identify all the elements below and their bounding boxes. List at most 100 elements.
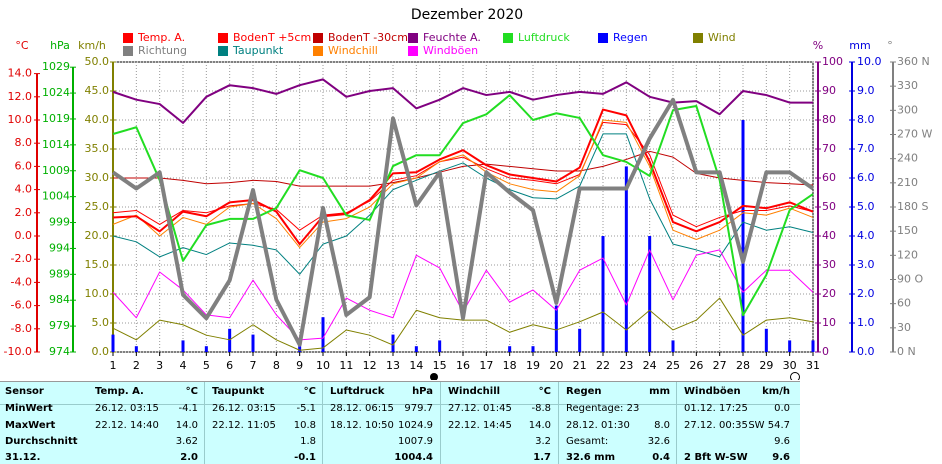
axis-unit: km/h	[78, 39, 106, 52]
x-tick-label: 14	[409, 359, 423, 372]
rain-bar	[578, 328, 582, 352]
y-tick-label: 5.0	[857, 200, 875, 213]
y-tick-label: 8.0	[857, 113, 875, 126]
axis-unit: mm	[849, 39, 870, 52]
y-tick-label: 979	[49, 319, 70, 332]
legend-label: Temp. A.	[137, 31, 185, 44]
y-tick-label: 0.0	[857, 345, 875, 358]
y-tick-label: 90 O	[897, 273, 923, 286]
table-cell: MaxWert	[5, 420, 56, 431]
y-tick-label: 1019	[42, 112, 70, 125]
legend-label: Feuchte A.	[423, 31, 481, 44]
y-tick-label: 240	[897, 152, 918, 165]
y-tick-label: 1014	[42, 138, 70, 151]
y-tick-label: 10.0	[857, 55, 882, 68]
table-cell: 2.0	[180, 452, 198, 463]
y-tick-label: 5.0	[92, 316, 110, 329]
legend-swatch	[693, 33, 703, 43]
table-cell: SW 54.7	[748, 420, 790, 431]
y-tick-label: 20	[822, 287, 836, 300]
legend-swatch	[598, 33, 608, 43]
x-tick-label: 6	[226, 359, 233, 372]
y-tick-label: 0 N	[897, 345, 916, 358]
y-tick-label: 7.0	[857, 142, 875, 155]
y-tick-label: 14.0	[8, 67, 33, 80]
table-cell: 14.0	[175, 420, 198, 431]
series-line	[111, 97, 815, 347]
y-tick-label: -8.0	[11, 322, 32, 335]
table-cell: 26.12. 03:15	[212, 403, 276, 414]
table-cell: 32.6 mm	[566, 452, 615, 463]
table-cell: Regentage: 23	[566, 403, 640, 414]
legend-swatch	[123, 33, 133, 43]
axis-unit: °	[887, 39, 893, 52]
y-tick-label: 10	[822, 316, 836, 329]
axis-unit: °C	[15, 39, 29, 52]
table-cell: Sensor	[5, 386, 44, 397]
table-cell: 1007.9	[398, 436, 433, 447]
x-tick-label: 3	[156, 359, 163, 372]
x-tick-label: 27	[713, 359, 727, 372]
y-tick-label: 70	[822, 142, 836, 155]
series-line	[112, 133, 814, 275]
table-cell: Regen	[566, 386, 602, 397]
x-tick-label: 12	[363, 359, 377, 372]
y-tick-label: 360 N	[897, 55, 930, 68]
legend-label: Richtung	[138, 44, 187, 57]
table-cell: °C	[303, 386, 316, 397]
rain-bar	[181, 340, 185, 352]
table-cell: °C	[185, 386, 198, 397]
x-tick-label: 11	[339, 359, 353, 372]
series-line	[112, 119, 814, 249]
table-cell: Windchill	[448, 386, 501, 397]
x-tick-label: 5	[203, 359, 210, 372]
legend-label: Regen	[613, 31, 648, 44]
x-tick-label: 20	[549, 359, 563, 372]
table-cell: 0.4	[652, 452, 670, 463]
table-cell: -8.8	[531, 403, 551, 414]
rain-bar	[414, 346, 418, 352]
rain-bar	[391, 334, 395, 352]
table-cell: 1.7	[533, 452, 551, 463]
legend-swatch	[218, 33, 228, 43]
y-tick-label: 994	[49, 241, 70, 254]
column-separator	[322, 382, 323, 464]
table-cell: 1024.9	[398, 420, 433, 431]
table-cell: 22.12. 14:45	[448, 420, 512, 431]
table-cell: MinWert	[5, 403, 53, 414]
y-tick-label: 1029	[42, 60, 70, 73]
x-tick-label: 28	[736, 359, 750, 372]
y-tick-label: 10.0	[85, 287, 110, 300]
legend-label: Luftdruck	[518, 31, 570, 44]
rain-bar	[601, 236, 605, 352]
y-tick-label: 60	[822, 171, 836, 184]
x-tick-label: 19	[526, 359, 540, 372]
x-tick-label: 10	[316, 359, 330, 372]
legend-label: Wind	[708, 31, 736, 44]
y-tick-label: 10.0	[8, 113, 33, 126]
y-tick-label: 30	[897, 321, 911, 334]
table-cell: Temp. A.	[95, 386, 144, 397]
table-cell: 01.12. 17:25	[684, 403, 748, 414]
series-line	[112, 94, 814, 317]
table-cell: 979.7	[404, 403, 433, 414]
legend-swatch	[503, 33, 513, 43]
y-tick-label: 0	[822, 345, 829, 358]
legend-label: BodenT -30cm	[328, 31, 408, 44]
table-cell: Windböen	[684, 386, 741, 397]
rain-bar	[321, 317, 325, 352]
table-cell: 28.12. 01:30	[566, 420, 630, 431]
table-cell: 9.6	[772, 452, 790, 463]
rain-bar	[508, 346, 512, 352]
rain-bar	[624, 166, 628, 352]
y-tick-label: 1024	[42, 86, 70, 99]
x-tick-label: 24	[643, 359, 657, 372]
table-cell: 1004.4	[394, 452, 433, 463]
legend-label: Windböen	[423, 44, 478, 57]
y-tick-label: 4.0	[15, 183, 33, 196]
series-line	[112, 108, 814, 246]
rain-bar	[111, 334, 115, 352]
y-tick-label: 40.0	[85, 113, 110, 126]
y-tick-label: 999	[49, 216, 70, 229]
y-tick-label: 974	[49, 345, 70, 358]
